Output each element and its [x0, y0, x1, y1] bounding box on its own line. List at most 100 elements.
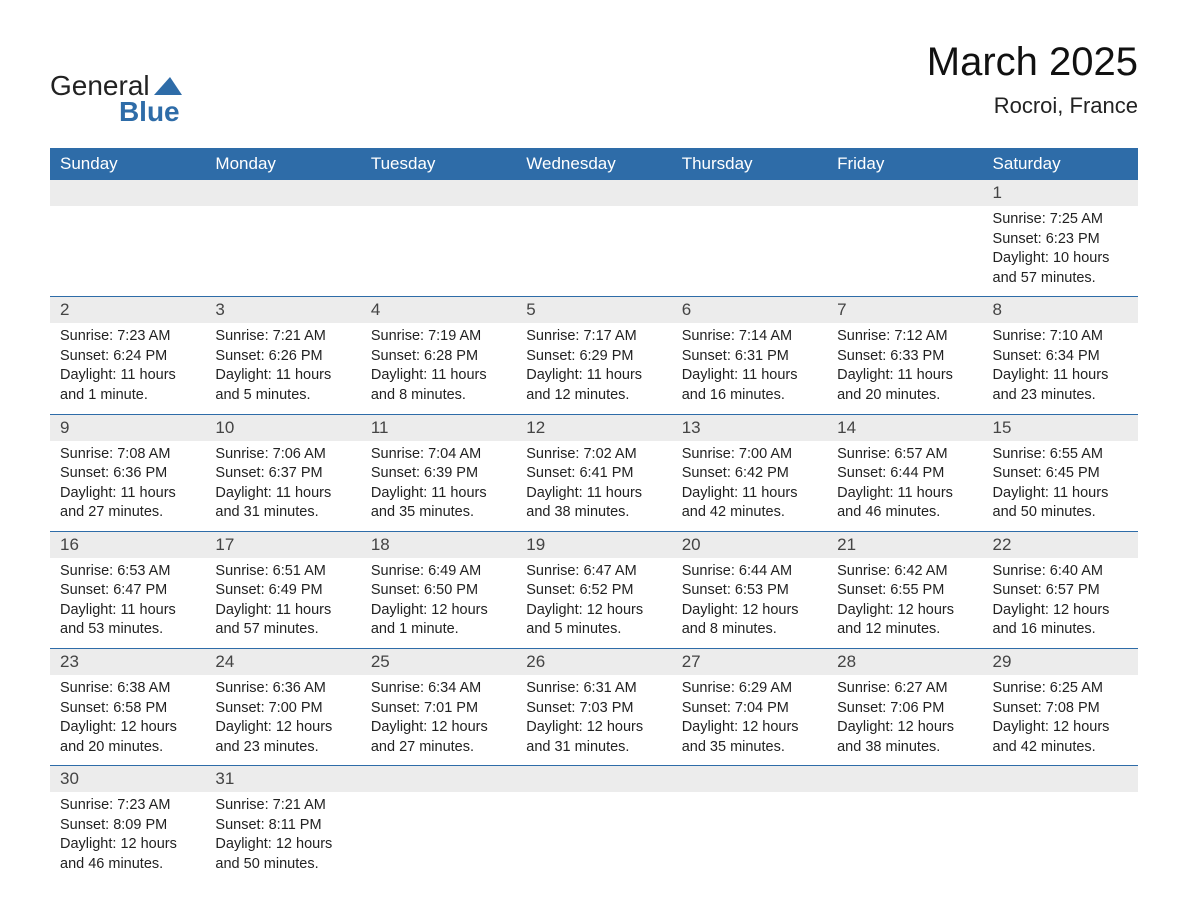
day-number-row: 2345678 [50, 297, 1138, 324]
daylight-line1: Daylight: 12 hours [526, 718, 661, 738]
daylight-line1: Daylight: 12 hours [837, 601, 972, 621]
day-content-cell: Sunrise: 6:27 AMSunset: 7:06 PMDaylight:… [827, 675, 982, 766]
sunset-text: Sunset: 6:36 PM [60, 464, 195, 484]
daylight-line1: Daylight: 11 hours [526, 484, 661, 504]
day-number-cell: 26 [516, 649, 671, 676]
day-content-cell: Sunrise: 6:42 AMSunset: 6:55 PMDaylight:… [827, 558, 982, 649]
sunset-text: Sunset: 6:39 PM [371, 464, 506, 484]
sunset-text: Sunset: 7:06 PM [837, 699, 972, 719]
day-number-cell: 25 [361, 649, 516, 676]
day-content-cell [205, 206, 360, 297]
day-number-cell: 9 [50, 414, 205, 441]
sunset-text: Sunset: 8:11 PM [215, 816, 350, 836]
day-content-cell: Sunrise: 6:38 AMSunset: 6:58 PMDaylight:… [50, 675, 205, 766]
day-number-cell: 15 [983, 414, 1138, 441]
sunrise-text: Sunrise: 6:57 AM [837, 445, 972, 465]
sunrise-text: Sunrise: 7:23 AM [60, 327, 195, 347]
sunset-text: Sunset: 6:55 PM [837, 581, 972, 601]
sunrise-text: Sunrise: 7:08 AM [60, 445, 195, 465]
day-content-cell: Sunrise: 6:44 AMSunset: 6:53 PMDaylight:… [672, 558, 827, 649]
daylight-line1: Daylight: 12 hours [60, 835, 195, 855]
day-number-cell [672, 180, 827, 206]
daylight-line1: Daylight: 12 hours [526, 601, 661, 621]
daylight-line1: Daylight: 11 hours [60, 601, 195, 621]
sunrise-text: Sunrise: 6:44 AM [682, 562, 817, 582]
day-content-row: Sunrise: 7:08 AMSunset: 6:36 PM Daylight:… [50, 441, 1138, 532]
day-content-row: Sunrise: 7:23 AMSunset: 8:09 PMDaylight:… [50, 792, 1138, 882]
sunset-text: Sunset: 6:45 PM [993, 464, 1128, 484]
day-content-cell: Sunrise: 6:47 AMSunset: 6:52 PMDaylight:… [516, 558, 671, 649]
daylight-line2: and 50 minutes. [215, 855, 350, 875]
daylight-line2: and 20 minutes. [60, 738, 195, 758]
daylight-line1: Daylight: 12 hours [682, 601, 817, 621]
daylight-line1: Daylight: 11 hours [682, 484, 817, 504]
sunrise-text: Sunrise: 7:06 AM [215, 445, 350, 465]
day-number-cell [516, 766, 671, 793]
daylight-line1: Daylight: 11 hours [215, 601, 350, 621]
sunrise-text: Sunrise: 6:51 AM [215, 562, 350, 582]
weekday-header: Monday [205, 148, 360, 180]
day-content-cell: Sunrise: 7:12 AMSunset: 6:33 PMDaylight:… [827, 323, 982, 414]
weekday-header: Tuesday [361, 148, 516, 180]
sunset-text: Sunset: 6:53 PM [682, 581, 817, 601]
weekday-header: Friday [827, 148, 982, 180]
sunset-text: Sunset: 6:26 PM [215, 347, 350, 367]
day-number-cell [983, 766, 1138, 793]
daylight-line1: Daylight: 11 hours [837, 484, 972, 504]
daylight-line1: Daylight: 11 hours [526, 366, 661, 386]
sunset-text: Sunset: 6:49 PM [215, 581, 350, 601]
sunset-text: Sunset: 6:33 PM [837, 347, 972, 367]
weekday-header: Thursday [672, 148, 827, 180]
daylight-line2: and 57 minutes. [993, 269, 1128, 289]
daylight-line1: Daylight: 12 hours [215, 718, 350, 738]
month-title: March 2025 [927, 40, 1138, 85]
weekday-header: Wednesday [516, 148, 671, 180]
daylight-line2: and 12 minutes. [526, 386, 661, 406]
daylight-line1: Daylight: 11 hours [837, 366, 972, 386]
day-content-cell: Sunrise: 6:31 AMSunset: 7:03 PMDaylight:… [516, 675, 671, 766]
day-content-cell: Sunrise: 7:14 AMSunset: 6:31 PMDaylight:… [672, 323, 827, 414]
day-number-cell: 1 [983, 180, 1138, 206]
day-content-cell: Sunrise: 6:53 AMSunset: 6:47 PMDaylight:… [50, 558, 205, 649]
day-number-cell [827, 180, 982, 206]
daylight-line1: Daylight: 10 hours [993, 249, 1128, 269]
day-content-cell [672, 206, 827, 297]
page-header: General Blue March 2025 Rocroi, France [50, 40, 1138, 128]
sunrise-text: Sunrise: 6:53 AM [60, 562, 195, 582]
daylight-line2: and 35 minutes. [371, 503, 506, 523]
sunset-text: Sunset: 6:29 PM [526, 347, 661, 367]
daylight-line2: and 16 minutes. [682, 386, 817, 406]
day-content-cell: Sunrise: 6:34 AMSunset: 7:01 PMDaylight:… [361, 675, 516, 766]
weekday-header-row: SundayMondayTuesdayWednesdayThursdayFrid… [50, 148, 1138, 180]
day-content-cell: Sunrise: 6:57 AMSunset: 6:44 PMDaylight:… [827, 441, 982, 532]
daylight-line1: Daylight: 12 hours [60, 718, 195, 738]
day-number-row: 1 [50, 180, 1138, 206]
sunrise-text: Sunrise: 7:21 AM [215, 796, 350, 816]
sunrise-text: Sunrise: 6:42 AM [837, 562, 972, 582]
day-number-cell: 6 [672, 297, 827, 324]
day-number-cell: 19 [516, 531, 671, 558]
sunset-text: Sunset: 6:28 PM [371, 347, 506, 367]
day-content-cell: Sunrise: 6:36 AMSunset: 7:00 PMDaylight:… [205, 675, 360, 766]
day-number-row: 3031 [50, 766, 1138, 793]
sunset-text: Sunset: 6:50 PM [371, 581, 506, 601]
sunset-text: Sunset: 6:41 PM [526, 464, 661, 484]
day-content-cell: Sunrise: 7:23 AMSunset: 6:24 PMDaylight:… [50, 323, 205, 414]
weekday-header: Saturday [983, 148, 1138, 180]
day-content-cell: Sunrise: 6:40 AMSunset: 6:57 PMDaylight:… [983, 558, 1138, 649]
daylight-line2: and 57 minutes. [215, 620, 350, 640]
daylight-line1: Daylight: 11 hours [215, 484, 350, 504]
day-number-cell: 29 [983, 649, 1138, 676]
sunrise-text: Sunrise: 6:27 AM [837, 679, 972, 699]
daylight-line2: and 8 minutes. [371, 386, 506, 406]
day-content-cell: Sunrise: 7:04 AMSunset: 6:39 PMDaylight:… [361, 441, 516, 532]
daylight-line2: and 8 minutes. [682, 620, 817, 640]
day-number-cell: 21 [827, 531, 982, 558]
day-number-cell [672, 766, 827, 793]
day-number-cell: 4 [361, 297, 516, 324]
sunrise-text: Sunrise: 7:21 AM [215, 327, 350, 347]
day-content-cell: Sunrise: 7:21 AMSunset: 8:11 PMDaylight:… [205, 792, 360, 882]
day-content-row: Sunrise: 7:23 AMSunset: 6:24 PMDaylight:… [50, 323, 1138, 414]
daylight-line2: and 27 minutes. [60, 503, 195, 523]
day-content-cell: Sunrise: 7:17 AMSunset: 6:29 PMDaylight:… [516, 323, 671, 414]
